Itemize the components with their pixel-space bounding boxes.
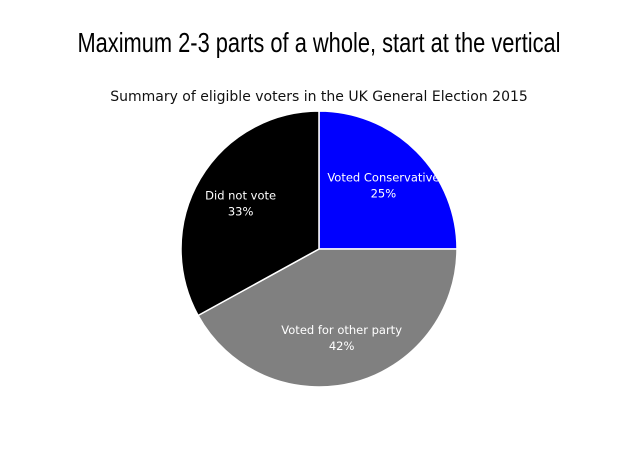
pie-labels: Voted Conservative 25% Voted for other par… bbox=[205, 171, 439, 354]
slice-label-did-not-vote: Did not vote bbox=[205, 189, 276, 203]
pie-slice-voted-conservative bbox=[318, 110, 458, 250]
slice-label-voted-for-other-party: Voted for other party bbox=[281, 323, 402, 337]
slice-value-did-not-vote: 33% bbox=[228, 205, 254, 219]
page-heading: Maximum 2-3 parts of a whole, start at t… bbox=[77, 27, 561, 58]
slice-value-voted-for-other-party: 42% bbox=[329, 339, 355, 353]
slice-value-voted-conservative: 25% bbox=[371, 187, 397, 201]
pie-slices bbox=[180, 110, 458, 388]
slice-label-voted-conservative: Voted Conservative bbox=[327, 171, 439, 185]
pie-slice-did-not-vote bbox=[180, 110, 320, 317]
chart-title: Summary of eligible voters in the UK Gen… bbox=[110, 89, 528, 105]
pie-slice-voted-for-other-party bbox=[197, 248, 458, 388]
